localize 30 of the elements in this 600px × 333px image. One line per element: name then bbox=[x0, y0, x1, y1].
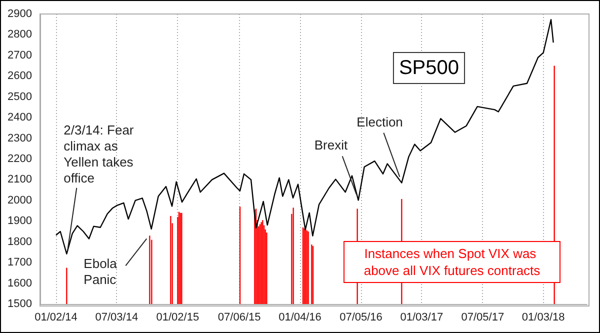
x-tick-label: 01/02/15 bbox=[156, 312, 200, 324]
y-tick-label: 1600 bbox=[8, 277, 32, 290]
x-tick-label: 01/04/16 bbox=[278, 312, 322, 324]
y-tick-label: 2300 bbox=[8, 132, 32, 144]
x-tick-label: 07/05/16 bbox=[340, 312, 382, 324]
annotation: Ebola Panic bbox=[84, 256, 121, 288]
annotation: 2/3/14: Fear climax as Yellen takes office bbox=[64, 122, 138, 186]
x-tick-label: 01/02/14 bbox=[34, 312, 78, 324]
y-tick-label: 1700 bbox=[8, 256, 32, 269]
y-tick-label: 2600 bbox=[8, 70, 32, 82]
x-tick-label: 07/06/15 bbox=[218, 312, 261, 324]
x-tick-label: 07/03/14 bbox=[95, 312, 138, 324]
series-label: SP500 bbox=[398, 57, 460, 79]
annotation: Brexit bbox=[314, 138, 348, 153]
annotation: Election bbox=[356, 114, 403, 130]
x-tick-label: 01/03/17 bbox=[400, 312, 444, 324]
y-tick-label: 2200 bbox=[8, 153, 32, 165]
x-tick-label: 07/05/17 bbox=[461, 312, 504, 324]
y-tick-label: 2900 bbox=[8, 8, 32, 20]
y-tick-label: 2000 bbox=[8, 194, 32, 206]
series-label: Instances when Spot VIX was above all VIX futures contracts bbox=[364, 246, 541, 278]
y-tick-label: 2700 bbox=[8, 49, 32, 62]
y-tick-label: 1500 bbox=[8, 298, 32, 310]
y-tick-label: 2100 bbox=[8, 174, 32, 186]
x-tick-label: 01/03/18 bbox=[522, 312, 565, 324]
y-tick-label: 1800 bbox=[8, 236, 32, 248]
y-tick-label: 1900 bbox=[8, 215, 32, 228]
y-tick-label: 2400 bbox=[8, 112, 32, 124]
y-tick-label: 2800 bbox=[8, 28, 32, 41]
y-tick-label: 2500 bbox=[8, 90, 32, 103]
